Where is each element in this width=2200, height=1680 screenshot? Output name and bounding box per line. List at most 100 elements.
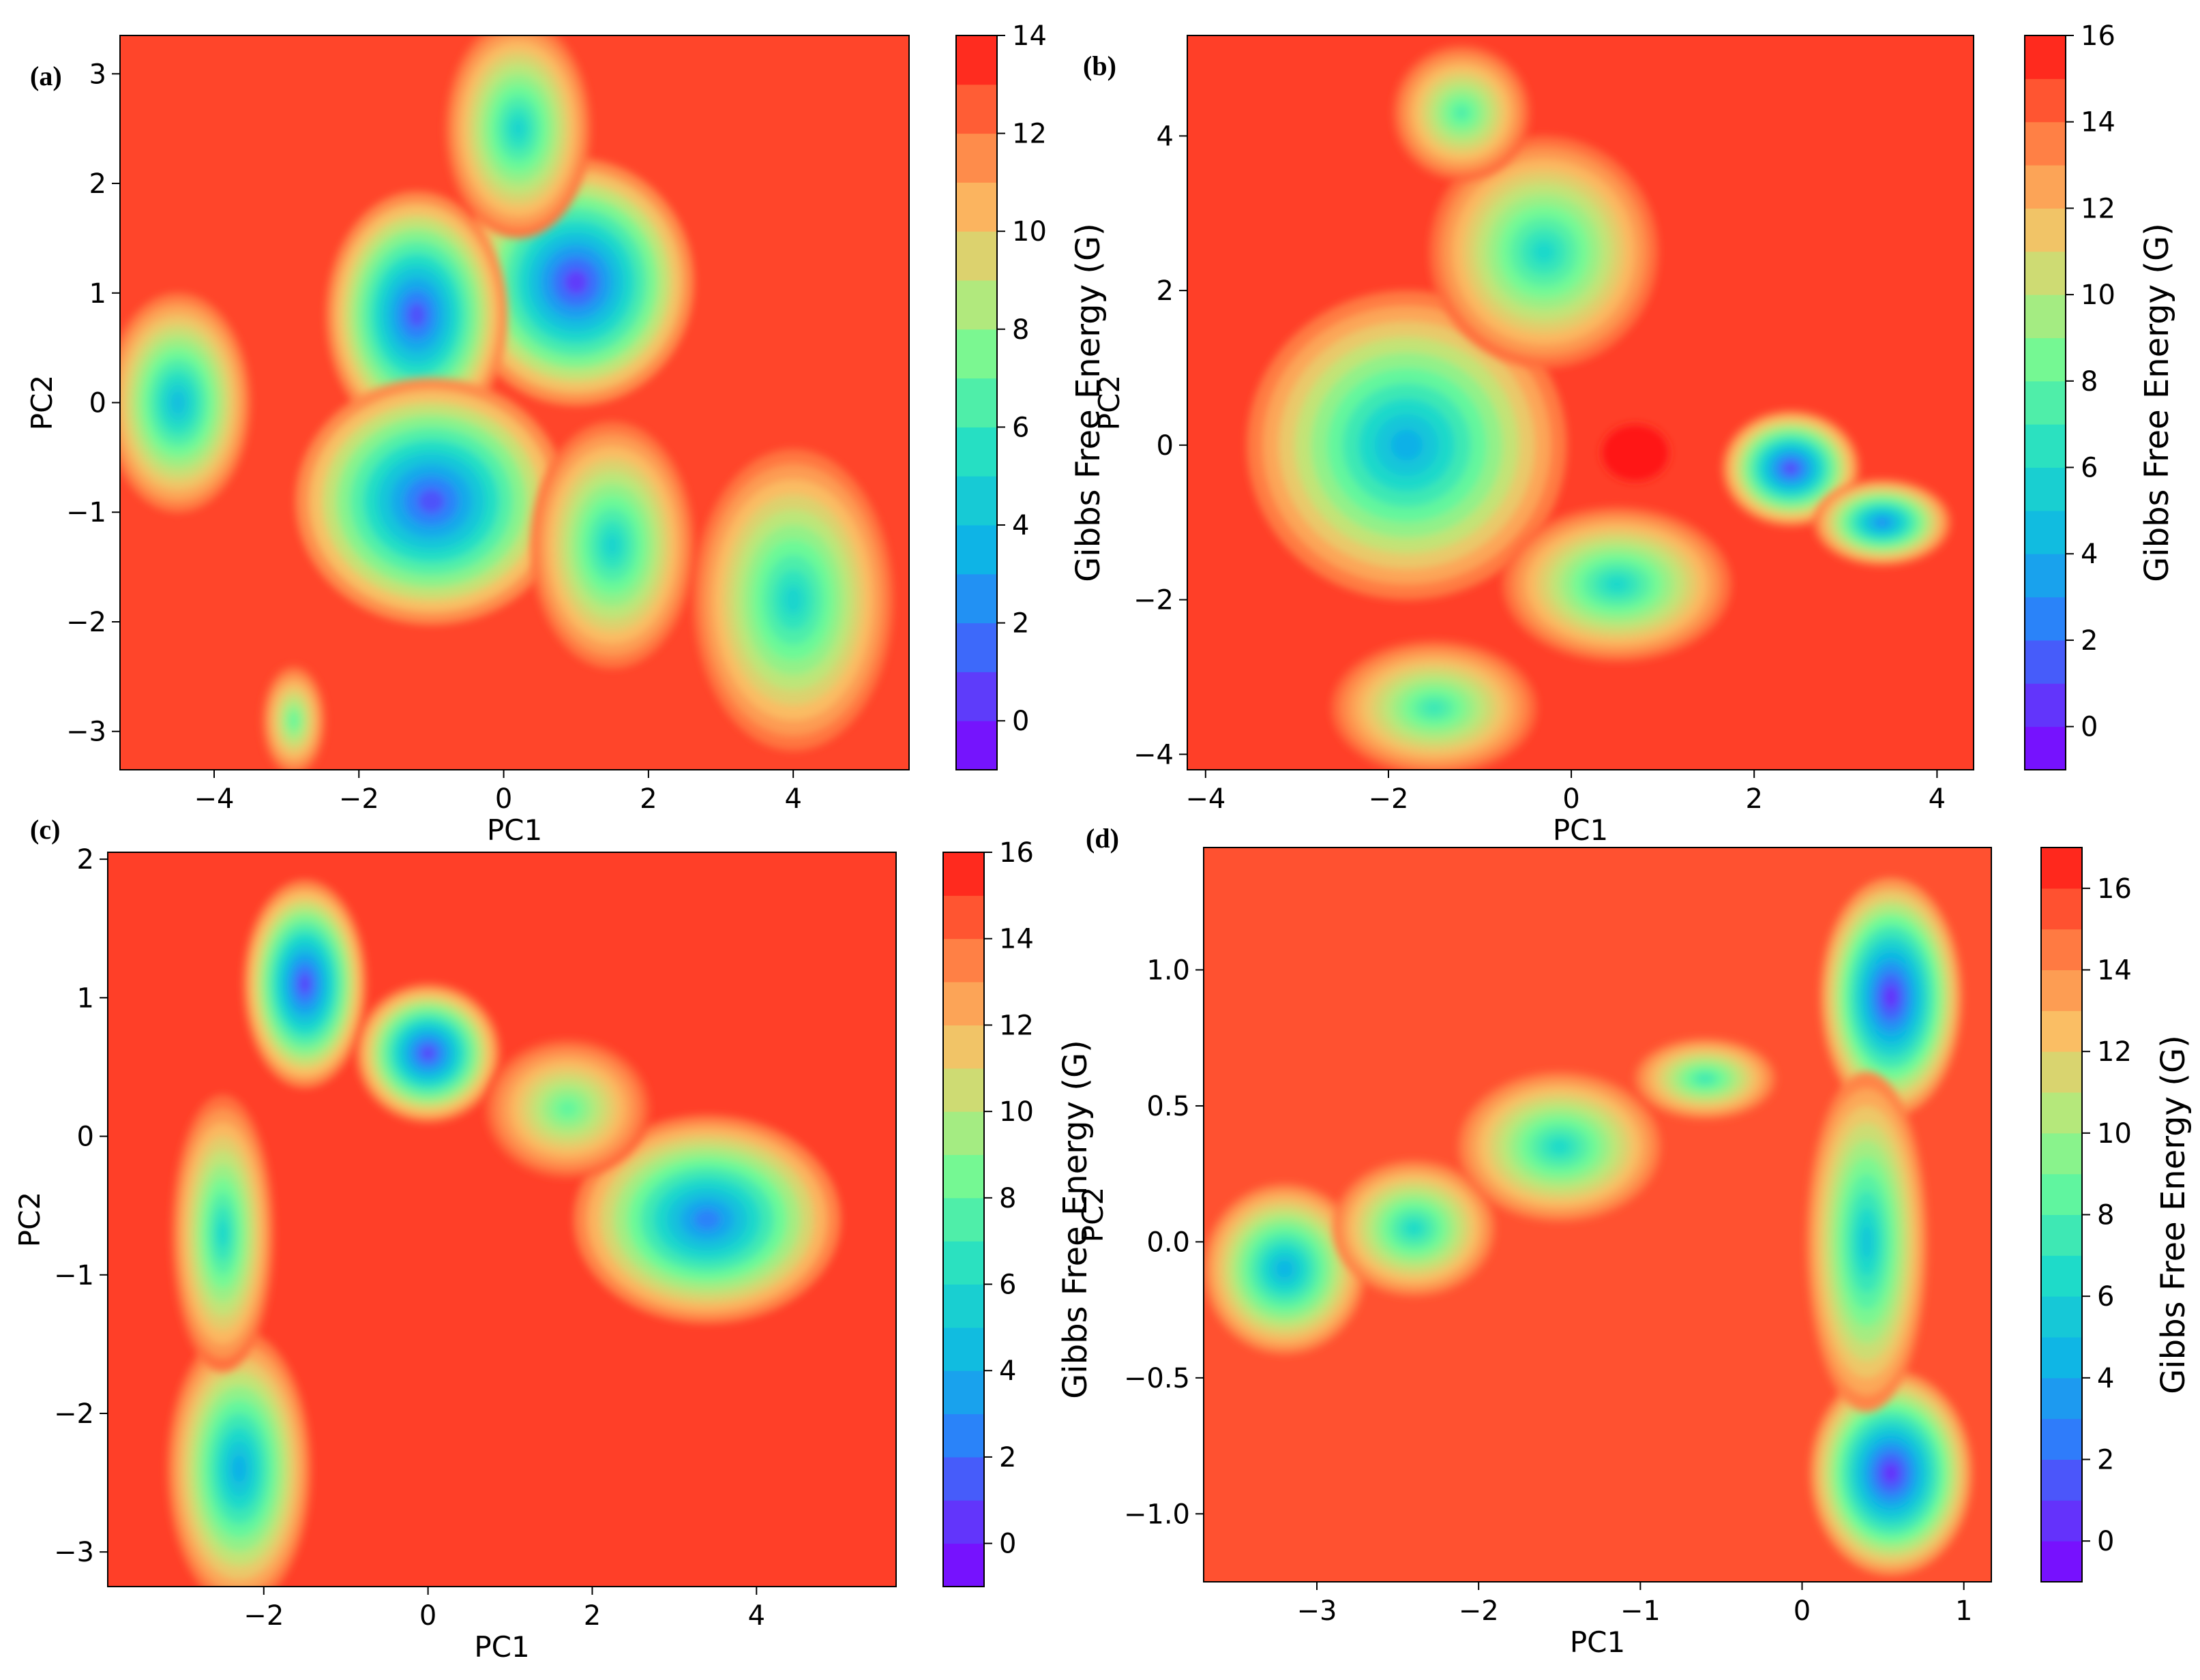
basin-4-7 [1634,1038,1776,1120]
colorbar-band-4-17 [2041,847,2082,889]
colorbar-band-2-0 [2025,726,2066,770]
basin-3-1-level-10 [298,973,312,995]
basin-2-1 [1247,290,1567,600]
y-tick-label-4-3: 0.5 [1146,1091,1190,1122]
colorbar-band-2-15 [2025,78,2066,123]
colorbar-tick-label-2-2: 4 [2081,539,2098,570]
colorbar-band-3-2 [943,1456,984,1501]
basin-3-5-level-10 [218,1219,228,1248]
basin-3-3 [574,1115,841,1323]
y-tick-label-1-2: −1 [66,497,106,528]
colorbar-band-2-7 [2025,424,2066,468]
colorbar-title-1: Gibbs Free Energy (G) [1069,223,1108,582]
colorbar-tick-label-3-7: 14 [999,924,1034,955]
colorbar-band-2-10 [2025,295,2066,338]
y-tick-label-3-4: 1 [77,982,94,1014]
colorbar-tick-label-2-0: 0 [2081,712,2098,743]
colorbar-band-3-12 [943,1025,984,1069]
colorbar-band-3-6 [943,1284,984,1328]
x-tick-label-3-1: 0 [419,1600,436,1632]
colorbar-band-3-13 [943,982,984,1025]
basin-1-3-level-10 [417,489,445,514]
basin-4-6 [1458,1072,1661,1222]
basin-2-3-level-10 [1605,576,1629,592]
colorbar-tick-label-3-0: 0 [999,1529,1016,1560]
basin-4-2 [1810,1370,1972,1576]
basin-1-4 [445,35,591,239]
colorbar-tick-label-2-7: 14 [2081,107,2115,138]
colorbar-band-2-2 [2025,640,2066,684]
colorbar-tick-label-4-6: 12 [2097,1036,2132,1068]
basin-2-5-level-10 [1875,518,1889,527]
y-tick-label-1-3: 0 [89,388,106,419]
colorbar-tick-label-1-3: 6 [1012,412,1029,443]
x-tick-label-4-0: −3 [1297,1595,1337,1627]
colorbar-tick-label-1-0: 0 [1012,706,1029,737]
basin-1-4-level-10 [511,117,526,140]
colorbar-tick-label-1-5: 10 [1012,216,1047,247]
basin-3-2-level-10 [421,1046,436,1060]
colorbar-tick-label-1-7: 14 [1012,20,1047,52]
colorbar-tick-label-3-1: 2 [999,1442,1016,1473]
basin-2-8 [1601,423,1670,482]
x-tick-label-2-0: −4 [1185,783,1225,815]
y-tick-label-4-2: 0.0 [1146,1227,1190,1258]
colorbar-band-4-15 [2041,929,2082,970]
y-axis-title-1: PC2 [25,375,59,430]
basin-3-4 [167,1330,311,1587]
colorbar-band-2-1 [2025,683,2066,728]
colorbar-band-4-7 [2041,1255,2082,1297]
basin-2-2-level-10 [1532,240,1556,264]
panel-label-1: (a) [30,61,62,91]
colorbar-tick-label-4-1: 2 [2097,1445,2114,1476]
colorbar-band-3-11 [943,1068,984,1112]
colorbar-band-4-10 [2041,1132,2082,1175]
y-axis-title-3: PC2 [13,1192,46,1247]
plot-frame-3 [107,852,897,1587]
colorbar-band-1-2 [956,622,997,672]
y-tick-label-4-4: 1.0 [1146,955,1190,987]
basin-4-3 [1806,1072,1928,1412]
colorbar-band-1-3 [956,573,997,624]
basin-3-3-level-10 [694,1209,721,1230]
colorbar-band-4-8 [2041,1214,2082,1256]
basin-1-8 [262,665,326,770]
colorbar-band-4-13 [2041,1010,2082,1052]
basin-2-1-level-10 [1391,430,1423,461]
colorbar-band-3-8 [943,1197,984,1242]
basin-2-5 [1813,479,1951,566]
colorbar-band-2-4 [2025,554,2066,598]
basin-4-5 [1333,1160,1495,1297]
x-tick-label-1-3: 2 [640,783,657,815]
basin-4-4-level-10 [1276,1260,1293,1278]
basin-1-7-level-10 [783,584,803,615]
colorbar-band-2-16 [2025,35,2066,79]
colorbar-tick-label-2-6: 12 [2081,193,2115,224]
colorbar-band-1-0 [956,721,997,770]
colorbar-band-4-14 [2041,970,2082,1011]
y-tick-label-1-5: 2 [89,168,106,200]
basin-3-2 [356,984,500,1123]
colorbar-tick-label-4-4: 8 [2097,1200,2114,1231]
basin-3-6-level-10 [559,1101,576,1116]
colorbar-band-3-3 [943,1413,984,1458]
colorbar-band-1-11 [956,182,997,232]
colorbar-band-3-1 [943,1500,984,1544]
energy-surface-2 [1247,45,1951,770]
basin-1-5-level-10 [170,391,185,414]
colorbar-band-2-6 [2025,467,2066,511]
basin-3-1 [243,880,367,1088]
x-axis-title-3: PC1 [474,1630,529,1664]
panel-3: −2 0 2 4−3−2−1012PC1PC2(c)0246810121416Gibb… [13,814,1095,1664]
colorbar-tick-label-2-4: 8 [2081,366,2098,397]
panel-label-2: (b) [1083,50,1116,81]
y-tick-label-2-2: 0 [1157,430,1174,462]
colorbar-band-3-5 [943,1327,984,1371]
x-tick-label-4-2: −1 [1620,1595,1661,1627]
basin-1-6 [531,421,694,669]
colorbar-band-2-3 [2025,597,2066,641]
basin-4-4 [1204,1184,1366,1354]
colorbar-band-4-12 [2041,1051,2082,1093]
y-axis-title-2: PC2 [1092,375,1126,430]
y-tick-label-3-0: −3 [54,1537,94,1568]
